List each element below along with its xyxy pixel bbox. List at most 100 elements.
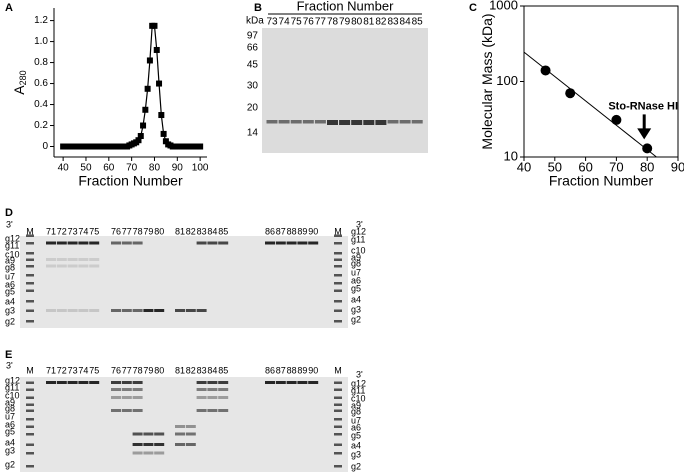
ladder-band	[334, 282, 342, 285]
gel-band	[121, 409, 132, 412]
band-label: g5	[351, 283, 361, 293]
gel-band	[266, 120, 278, 124]
ladder-band	[26, 465, 34, 468]
data-point	[611, 114, 622, 125]
gel-band	[185, 309, 196, 312]
band-label: g11	[351, 385, 365, 395]
band-label: a4	[5, 437, 15, 447]
gel-band	[218, 381, 229, 384]
lane-label: 87	[276, 226, 286, 236]
lane-label: 82	[186, 365, 196, 375]
ladder-band	[334, 396, 342, 399]
gel-band	[196, 309, 207, 312]
ladder-band	[334, 234, 342, 237]
x-tick-label: 100	[192, 163, 209, 174]
gel-band	[121, 241, 132, 245]
ladder-band	[334, 300, 342, 303]
gel-band	[89, 309, 100, 312]
gel-band	[154, 443, 165, 446]
gel-band	[132, 309, 143, 312]
y-axis-label-main: A	[11, 85, 27, 95]
gel-band	[196, 388, 207, 391]
ladder-band	[26, 425, 34, 428]
lane-label: 81	[175, 365, 185, 375]
lane-label: 77	[122, 226, 132, 236]
gel-image	[20, 377, 348, 472]
marker-label: 45	[247, 60, 259, 71]
x-tick-label: 60	[103, 163, 115, 174]
y-tick-label: 10	[504, 148, 518, 163]
band-label: g2	[5, 459, 15, 469]
y-tick-label: 0.8	[34, 57, 48, 68]
lane-label: 88	[287, 226, 297, 236]
y-tick-label: 0.4	[34, 99, 48, 110]
data-point	[158, 112, 165, 119]
ladder-band	[334, 289, 342, 292]
ladder-band	[26, 409, 34, 412]
band-label: a4	[5, 296, 15, 306]
lane-label: 74	[78, 365, 88, 375]
band-label: a6	[351, 422, 361, 432]
gel-band	[56, 264, 67, 268]
data-point	[540, 65, 551, 76]
gel-band	[175, 309, 185, 312]
band-label: a6	[5, 419, 15, 429]
gel-band	[387, 120, 399, 124]
lane-label: 87	[276, 365, 286, 375]
gel-band	[297, 381, 308, 384]
y-tick-label: 100	[496, 73, 518, 88]
y-tick-label: 1000	[489, 0, 518, 12]
ladder-band	[26, 274, 34, 277]
y-axis-label-main: Molecular Mass (kDa)	[479, 13, 495, 149]
band-label: g11	[351, 234, 365, 244]
marker-label: 97	[247, 31, 259, 42]
gel-band	[218, 409, 229, 412]
ladder-band	[334, 465, 342, 468]
marker-label: 66	[247, 43, 259, 54]
gel-band	[111, 388, 121, 391]
lane-label: 90	[308, 365, 318, 375]
gel-band	[111, 381, 121, 384]
gel-band	[132, 443, 143, 446]
gel-band	[78, 264, 89, 268]
ladder-band	[334, 443, 342, 446]
band-label: g11	[5, 382, 19, 392]
ladder-band	[334, 425, 342, 428]
gel-band	[196, 381, 207, 384]
lane-label: 88	[287, 365, 297, 375]
annotation-arrow-head	[637, 128, 652, 140]
band-label: g12	[5, 233, 20, 243]
data-point	[642, 143, 653, 154]
lane-label: 83	[197, 365, 207, 375]
band-label: c10	[351, 393, 366, 403]
x-tick-label: 50	[548, 159, 562, 174]
lane-label: 78	[133, 365, 143, 375]
lane-label: 90	[308, 226, 318, 236]
gel-band	[46, 309, 56, 312]
band-label: g2	[351, 314, 361, 324]
marker-lane-label: M	[334, 365, 342, 375]
band-label: g3	[5, 445, 15, 455]
gel-band	[286, 381, 297, 384]
gel-band	[67, 264, 78, 268]
ladder-band	[26, 320, 34, 323]
ladder-band	[334, 252, 342, 255]
gel-band	[143, 451, 154, 455]
band-label: g3	[5, 305, 15, 315]
ladder-band	[26, 433, 34, 436]
band-label: a4	[351, 294, 361, 304]
ladder-band	[334, 452, 342, 455]
gel-band	[89, 381, 100, 384]
ladder-band	[26, 403, 34, 406]
gel-band	[302, 120, 314, 124]
data-point	[565, 88, 576, 99]
gel-band	[175, 432, 185, 436]
unit-label: kDa	[246, 16, 264, 27]
gel-band	[196, 409, 207, 412]
lane-label: 82	[186, 226, 196, 236]
gel-band	[297, 241, 308, 245]
data-point	[197, 143, 204, 150]
ladder-band	[26, 258, 34, 261]
marker-label: 20	[247, 103, 259, 114]
